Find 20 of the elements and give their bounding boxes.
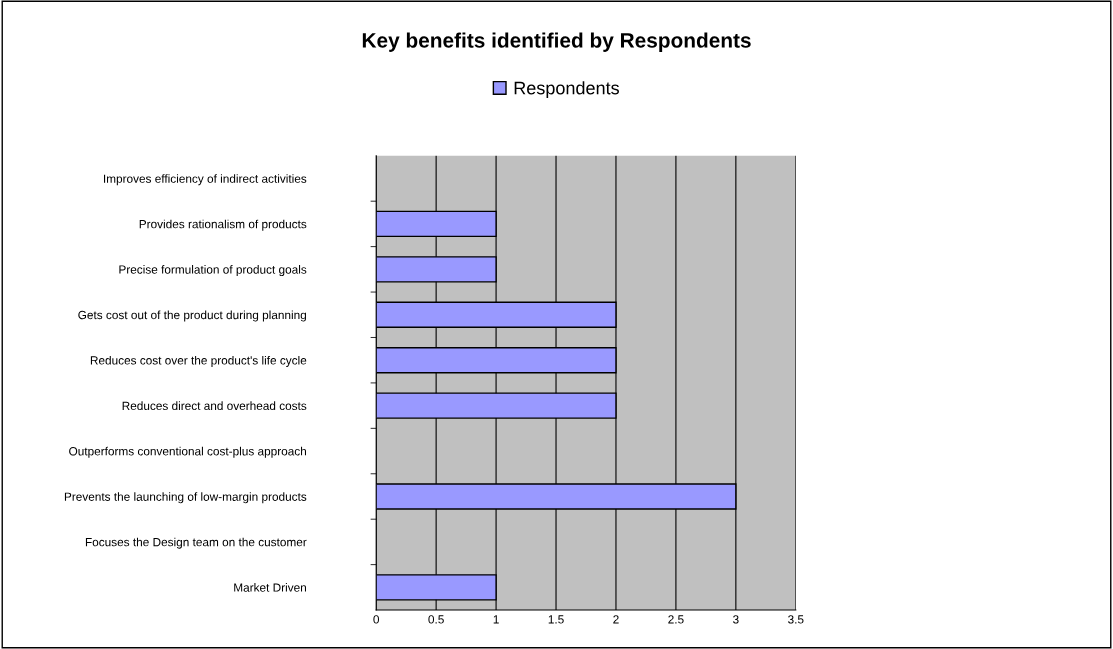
x-tick-label: 2.5	[668, 615, 684, 624]
x-tick-label: 1	[493, 615, 499, 624]
y-tick-label: Gets cost out of the product during planning	[78, 310, 307, 322]
x-tick-label: 1.5	[548, 615, 564, 624]
y-tick-label: Improves efficiency of indirect activities	[104, 174, 307, 186]
x-tick-label: 0	[373, 615, 380, 624]
y-tick-label: Prevents the launching of low-margin products	[64, 492, 307, 504]
x-tick-label: 3.5	[788, 615, 804, 624]
y-tick-label: Reduces cost over the product's life cycle	[90, 355, 307, 367]
y-tick-label: Provides rationalism of products	[139, 219, 307, 231]
y-tick-label: Precise formulation of product goals	[119, 265, 307, 277]
legend-label: Respondents	[514, 81, 619, 98]
y-tick-label: Reduces direct and overhead costs	[122, 401, 307, 411]
y-tick-label: Outperforms conventional cost-plus approach	[69, 446, 306, 458]
y-tick-label: Market Driven	[234, 583, 306, 592]
x-tick-label: 3	[733, 615, 739, 624]
x-tick-label: 0.5	[428, 615, 444, 624]
y-tick-label: Focuses the Design team on the customer	[85, 537, 307, 549]
x-tick-label: 2	[613, 615, 619, 624]
chart-title: Key benefits identified by Respondents	[362, 32, 751, 52]
